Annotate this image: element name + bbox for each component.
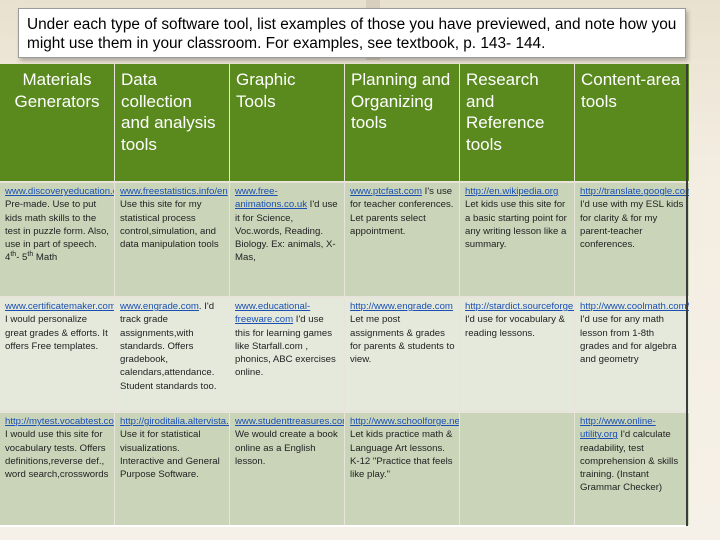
- cell-link[interactable]: www.discoveryeducation.com: [5, 186, 114, 197]
- cell-text: I'd use with my ESL kids for clarity & f…: [580, 199, 684, 251]
- cell-link[interactable]: http://mytest.vocabtest.com: [5, 416, 114, 427]
- table-cell: http://mytest.vocabtest.com I would use …: [0, 413, 114, 525]
- cell-link[interactable]: http://en.wikipedia.org: [465, 186, 559, 197]
- cell-text: Let kids practice math & Language Art le…: [350, 429, 453, 481]
- table-cell-empty: [460, 413, 574, 525]
- table-cell: www.freestatistics.info/en Use this site…: [115, 183, 229, 296]
- cell-text: Let kids use this site for a basic start…: [465, 199, 567, 251]
- table-cell: www.discoveryeducation.com . Pre-made. Us…: [0, 183, 114, 296]
- header-content-area: Content-area tools: [575, 64, 689, 181]
- table-cell: www.educational-freeware.com I'd use thi…: [230, 298, 344, 411]
- cell-link[interactable]: http://www.online-utility.org: [580, 416, 656, 441]
- cell-link[interactable]: http://stardict.sourceforge.net/dictiona…: [465, 301, 574, 312]
- table-cell: http://translate.google.com I'd use with…: [575, 183, 689, 296]
- table-cell: www.ptcfast.com I's use for teacher conf…: [345, 183, 459, 296]
- cell-link[interactable]: http://www.schoolforge.net: [350, 416, 459, 427]
- header-materials-generators: Materials Generators: [0, 64, 114, 181]
- cell-text: Let me post assignments & grades for par…: [350, 314, 455, 366]
- instruction-text: Under each type of software tool, list e…: [27, 16, 677, 52]
- table-cell: www.free-animations.co.uk I'd use it for…: [230, 183, 344, 296]
- header-research-reference: Research and Reference tools: [460, 64, 574, 181]
- table-cell: www.engrade.com. I'd track grade assignm…: [115, 298, 229, 411]
- cell-link[interactable]: www.free-animations.co.uk: [235, 186, 307, 211]
- cell-text: I would use this site for vocabulary tes…: [5, 429, 109, 481]
- cell-text: . I'd track grade assignments,with stand…: [120, 301, 217, 392]
- cell-text: . Pre-made. Use to put kids math skills …: [5, 199, 109, 264]
- table-cell: http://www.coolmath.com/graphit I'd use …: [575, 298, 689, 411]
- software-tools-table: Materials Generators Data collection and…: [0, 64, 689, 527]
- cell-link[interactable]: www.studenttreasures.com: [235, 416, 344, 427]
- cell-link[interactable]: www.certificatemaker.com: [5, 301, 114, 312]
- cell-text: We would create a book online as a Engli…: [235, 429, 338, 467]
- cell-link[interactable]: http://giroditalia.altervista.org: [120, 416, 229, 427]
- table-cell: http://stardict.sourceforge.net/dictiona…: [460, 298, 574, 411]
- cell-link[interactable]: www.engrade.com: [120, 301, 199, 312]
- cell-text: I'd use for vocabulary & reading lessons…: [465, 314, 565, 339]
- cell-link[interactable]: www.freestatistics.info/en: [120, 186, 228, 197]
- cell-text: I'd calculate readability, test comprehe…: [580, 429, 679, 494]
- table-edge-rule: [686, 64, 688, 526]
- cell-link[interactable]: www.ptcfast.com: [350, 186, 422, 197]
- header-planning-organizing: Planning and Organizing tools: [345, 64, 459, 181]
- header-graphic-tools: Graphic Tools: [230, 64, 344, 181]
- table-cell: www.certificatemaker.com . I would person…: [0, 298, 114, 411]
- cell-link[interactable]: http://www.coolmath.com/graphit: [580, 301, 689, 312]
- cell-text: I'd use it for Science, Voc.words, Readi…: [235, 199, 338, 264]
- instruction-box: Under each type of software tool, list e…: [18, 8, 686, 58]
- cell-text: I'd use for any math lesson from 1-8th g…: [580, 314, 677, 366]
- cell-text: Use this site for my statistical process…: [120, 199, 219, 251]
- table-cell: http://en.wikipedia.org Let kids use thi…: [460, 183, 574, 296]
- cell-text: I's use for teacher conferences. Let par…: [350, 186, 454, 237]
- cell-text: Use it for statistical visualizations. I…: [120, 429, 220, 481]
- cell-link[interactable]: http://www.engrade.com: [350, 301, 453, 312]
- header-data-collection: Data collection and analysis tools: [115, 64, 229, 181]
- cell-text: . I would personalize great grades & eff…: [5, 314, 108, 352]
- cell-link[interactable]: www.educational-freeware.com: [235, 301, 311, 326]
- table-cell: http://www.online-utility.org I'd calcul…: [575, 413, 689, 525]
- table-cell: http://giroditalia.altervista.org Use it…: [115, 413, 229, 525]
- table-cell: http://www.schoolforge.net Let kids prac…: [345, 413, 459, 525]
- table-cell: www.studenttreasures.com We would create…: [230, 413, 344, 525]
- cell-link[interactable]: http://translate.google.com: [580, 186, 689, 197]
- table-cell: http://www.engrade.com Let me post assig…: [345, 298, 459, 411]
- cell-text: I'd use this for learning games like Sta…: [235, 314, 336, 379]
